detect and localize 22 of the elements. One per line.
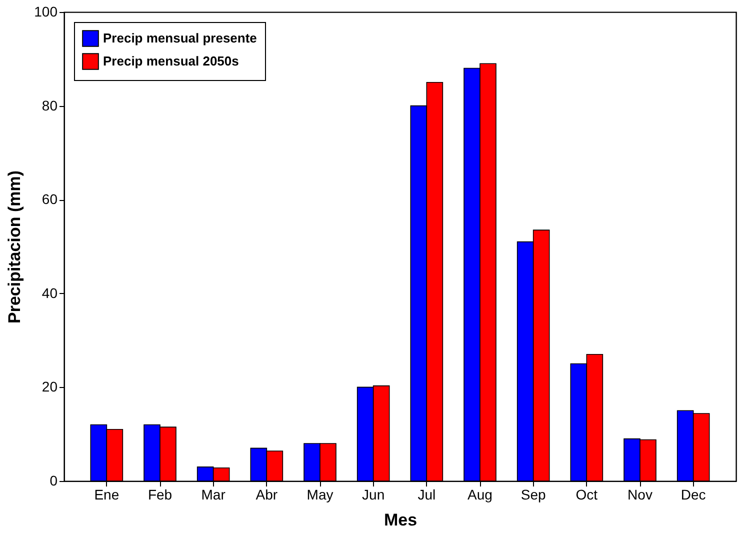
y-tick-label: 20 <box>42 378 58 395</box>
x-tick-label: Ene <box>94 486 120 502</box>
x-tick-label: Oct <box>576 486 598 502</box>
y-axis-title: Precipitacion (mm) <box>5 170 24 324</box>
x-tick-label: Sep <box>520 486 546 502</box>
x-tick-label: May <box>306 486 334 502</box>
y-tick-label: 100 <box>34 4 58 20</box>
y-tick-label: 0 <box>50 472 58 488</box>
x-tick-label: Dec <box>680 486 706 502</box>
y-tick-label: 80 <box>42 97 58 114</box>
x-axis-title: Mes <box>384 510 418 530</box>
y-tick-label: 40 <box>42 284 58 301</box>
x-tick-label: Nov <box>628 486 652 502</box>
y-tick-label: 60 <box>42 191 58 208</box>
x-tick-label: Aug <box>468 486 492 502</box>
legend-label: Precip mensual 2050s <box>103 54 239 68</box>
x-tick-label: Abr <box>256 486 278 502</box>
legend-label: Precip mensual presente <box>103 30 257 46</box>
x-tick-label: Jul <box>418 486 436 502</box>
x-tick-label: Jun <box>362 486 385 502</box>
x-tick-label: Mar <box>201 486 226 502</box>
x-tick-label: Feb <box>148 486 172 502</box>
